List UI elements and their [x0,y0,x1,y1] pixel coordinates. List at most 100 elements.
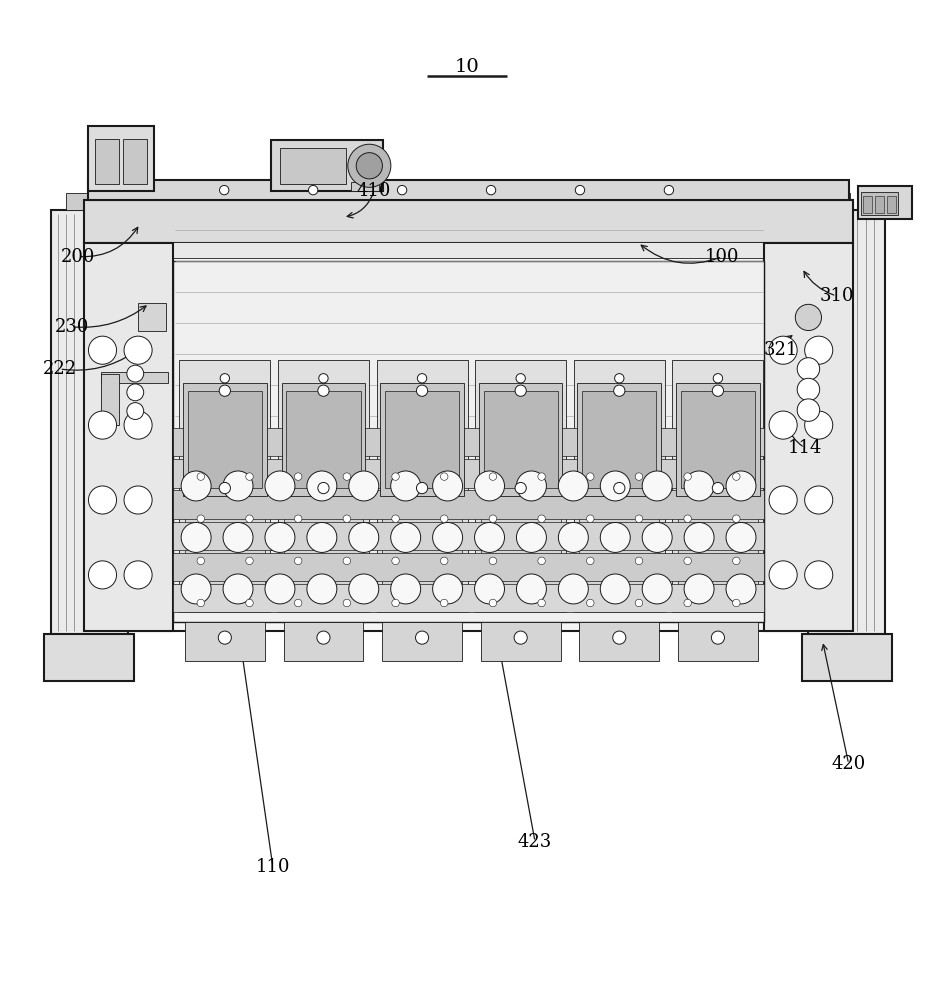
Circle shape [307,471,337,501]
Bar [183,383,267,496]
Text: 321: 321 [763,341,797,359]
Circle shape [538,473,546,480]
Circle shape [587,515,594,522]
Circle shape [356,153,382,179]
Circle shape [489,473,497,480]
Bar [875,196,885,213]
Circle shape [295,473,302,480]
Circle shape [295,599,302,607]
Circle shape [417,385,427,396]
Bar [582,391,656,488]
Circle shape [713,385,724,396]
Bar [185,622,265,661]
Circle shape [474,471,504,501]
Circle shape [600,471,630,501]
Bar [84,243,173,631]
Bar [284,622,363,661]
Circle shape [220,185,229,195]
Circle shape [417,374,426,383]
Bar [484,391,558,488]
Bar [173,490,764,519]
Circle shape [391,574,421,604]
Bar [824,193,850,210]
Circle shape [318,374,328,383]
Circle shape [197,515,205,522]
Circle shape [348,471,378,501]
Text: 230: 230 [54,318,89,336]
Circle shape [307,522,337,552]
Circle shape [246,473,254,480]
Circle shape [769,486,797,514]
Circle shape [397,185,407,195]
Circle shape [732,473,740,480]
Bar [887,196,897,213]
Circle shape [416,631,428,644]
Circle shape [489,515,497,522]
Circle shape [474,574,504,604]
Circle shape [433,522,463,552]
Circle shape [516,574,546,604]
Circle shape [246,515,254,522]
Circle shape [559,522,589,552]
Circle shape [615,374,624,383]
Circle shape [316,631,330,644]
Text: 110: 110 [255,858,290,876]
Bar [286,391,361,488]
Circle shape [805,561,833,589]
Bar [185,481,265,608]
Circle shape [635,473,642,480]
Circle shape [684,599,691,607]
Circle shape [343,599,350,607]
Bar [88,242,849,258]
Circle shape [139,305,163,330]
Circle shape [642,574,672,604]
Bar [271,140,383,191]
Circle shape [124,411,152,439]
Bar [284,481,363,608]
Circle shape [88,336,116,364]
Circle shape [220,374,229,383]
Circle shape [392,557,399,565]
Bar [188,391,262,488]
Circle shape [127,365,144,382]
Circle shape [797,399,820,421]
Circle shape [635,599,642,607]
Circle shape [714,374,723,383]
Circle shape [88,486,116,514]
Circle shape [433,471,463,501]
Circle shape [88,561,116,589]
Circle shape [713,482,724,494]
Circle shape [559,574,589,604]
Circle shape [635,557,642,565]
Circle shape [440,473,448,480]
Bar [100,372,168,383]
Bar [764,243,854,631]
Circle shape [805,411,833,439]
Circle shape [181,471,211,501]
Circle shape [197,557,205,565]
Circle shape [197,473,205,480]
Bar [377,360,468,612]
Circle shape [769,561,797,589]
Bar [51,210,128,636]
Circle shape [343,515,350,522]
Circle shape [805,486,833,514]
Circle shape [124,336,152,364]
Bar [282,383,365,496]
Text: 200: 200 [61,248,96,266]
Circle shape [797,378,820,401]
Bar [173,522,764,550]
Circle shape [343,557,350,565]
Circle shape [223,522,253,552]
Bar [802,634,892,681]
Circle shape [391,471,421,501]
Circle shape [181,522,211,552]
Circle shape [614,482,625,494]
Bar [173,428,764,456]
Circle shape [433,574,463,604]
Bar [577,383,661,496]
Text: 222: 222 [42,360,76,378]
Circle shape [664,185,673,195]
Circle shape [732,557,740,565]
Circle shape [684,515,691,522]
